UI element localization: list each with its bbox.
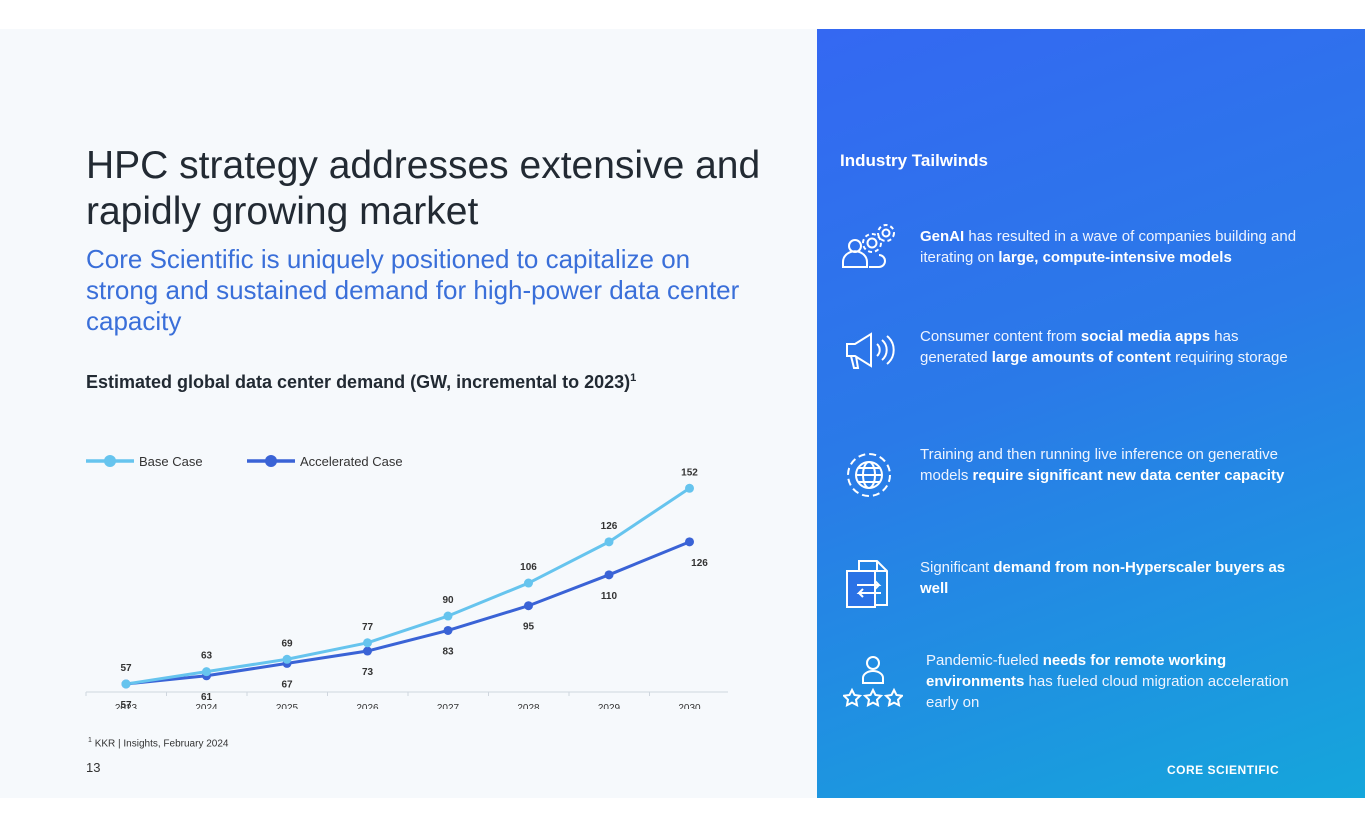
data-point xyxy=(685,483,694,493)
data-label-base-case: 63 xyxy=(201,651,213,662)
data-label-accelerated-case: 61 xyxy=(201,692,213,703)
data-point xyxy=(202,667,211,677)
data-label-accelerated-case: 83 xyxy=(442,646,454,657)
demand-line-chart: 2023 2024 2025 2026 2027 2028 2029 2030 Base Cas… xyxy=(85,454,728,709)
data-point xyxy=(524,578,533,588)
footnote-text: KKR | Insights, February 2024 xyxy=(94,738,229,750)
x-tick-label: 2025 xyxy=(276,703,299,709)
data-label-accelerated-case: 73 xyxy=(362,667,374,678)
data-label-base-case: 90 xyxy=(442,595,454,606)
tailwind-text-segment: Consumer content from xyxy=(920,328,1081,345)
tailwind-item-remote-working: Pandemic-fueled needs for remote working… xyxy=(926,650,1306,713)
footnote-marker: 1 xyxy=(88,737,92,744)
tailwind-item-non-hyperscaler: Significant demand from non-Hyperscaler … xyxy=(920,557,1300,599)
data-point xyxy=(604,570,614,580)
legend-swatch-marker xyxy=(265,455,277,467)
data-point xyxy=(443,611,453,621)
tailwind-text-segment: has resulted in a wave of companies buil… xyxy=(920,228,1297,266)
tailwind-text-segment: has fueled cloud migration acceleration … xyxy=(926,673,1289,711)
document-transfer-icon xyxy=(846,560,888,608)
page-subtitle: Core Scientific is uniquely positioned t… xyxy=(86,244,740,336)
page-title: HPC strategy addresses extensive and rap… xyxy=(86,144,761,233)
tailwind-text-segment: demand from non-Hyperscaler buyers as we… xyxy=(920,559,1286,597)
data-point xyxy=(604,537,614,547)
legend-label: Accelerated Case xyxy=(300,454,403,469)
x-tick-label: 2028 xyxy=(517,703,540,709)
tailwind-text-segment: social media apps xyxy=(1080,328,1211,345)
page-number: 13 xyxy=(86,760,101,775)
people-gears-icon xyxy=(842,224,895,268)
data-label-base-case: 69 xyxy=(281,638,293,649)
megaphone-icon xyxy=(846,332,895,369)
chart-heading-footnote-ref: 1 xyxy=(630,372,637,384)
slide: HPC strategy addresses extensive and rap… xyxy=(0,29,1365,798)
x-tick-label: 2030 xyxy=(678,703,701,709)
series-line xyxy=(125,487,691,686)
data-label-base-case: 77 xyxy=(362,622,374,633)
x-tick-label: 2026 xyxy=(356,703,379,709)
data-point xyxy=(363,646,372,656)
x-tick-label: 2027 xyxy=(437,703,460,709)
data-point xyxy=(121,679,131,689)
tailwind-text-segment: Training and then running live inference… xyxy=(920,446,1279,484)
tailwind-text-segment: large amounts of content xyxy=(991,349,1171,366)
data-label-base-case: 57 xyxy=(120,663,132,674)
x-tick-label: 2023 xyxy=(115,703,138,709)
person-rating-icon xyxy=(843,656,903,708)
legend-swatch-marker xyxy=(104,455,116,467)
x-tick-label: 2029 xyxy=(598,703,621,709)
data-point xyxy=(524,601,533,611)
data-label-accelerated-case: 110 xyxy=(601,591,618,602)
globe-gear-icon xyxy=(847,453,891,497)
footnote: 1 KKR | Insights, February 2024 xyxy=(88,737,228,749)
tailwind-text-segment: Pandemic-fueled xyxy=(926,652,1043,669)
data-point xyxy=(685,537,694,547)
legend-label: Base Case xyxy=(139,454,203,469)
data-point xyxy=(443,625,453,635)
data-label-accelerated-case: 57 xyxy=(120,700,132,709)
chart-heading: Estimated global data center demand (GW,… xyxy=(86,372,636,393)
tailwind-item-inference: Training and then running live inference… xyxy=(920,444,1300,486)
data-label-accelerated-case: 95 xyxy=(523,622,535,633)
tailwind-text-segment: requiring storage xyxy=(1170,349,1288,366)
data-label-base-case: 106 xyxy=(520,562,537,573)
chart-heading-text: Estimated global data center demand (GW,… xyxy=(86,372,631,392)
data-point xyxy=(282,654,292,664)
panel-title: Industry Tailwinds xyxy=(840,151,988,170)
tailwind-text-segment: has generated xyxy=(920,328,1239,366)
data-label-base-case: 126 xyxy=(601,521,618,532)
tailwind-item-social-media: Consumer content from social media apps … xyxy=(920,326,1300,368)
tailwind-item-genai: GenAI has resulted in a wave of companie… xyxy=(920,226,1300,268)
data-label-base-case: 152 xyxy=(681,467,698,478)
data-label-accelerated-case: 67 xyxy=(281,679,293,690)
x-tick-label: 2024 xyxy=(195,703,218,709)
brand-logo: CORE SCIENTIFIC xyxy=(1167,763,1280,777)
industry-tailwinds-panel: Industry Tailwinds xyxy=(817,29,1365,798)
tailwind-text-segment: large, compute-intensive models xyxy=(998,249,1232,266)
tailwind-text-segment: Significant xyxy=(920,559,994,576)
data-label-accelerated-case: 126 xyxy=(691,558,708,569)
tailwind-text-segment: require significant new data center capa… xyxy=(972,467,1285,484)
series-line xyxy=(125,540,691,686)
tailwind-text-segment: needs for remote working environments xyxy=(926,652,1227,690)
data-point xyxy=(363,638,372,648)
tailwind-text-segment: GenAI xyxy=(920,228,965,245)
